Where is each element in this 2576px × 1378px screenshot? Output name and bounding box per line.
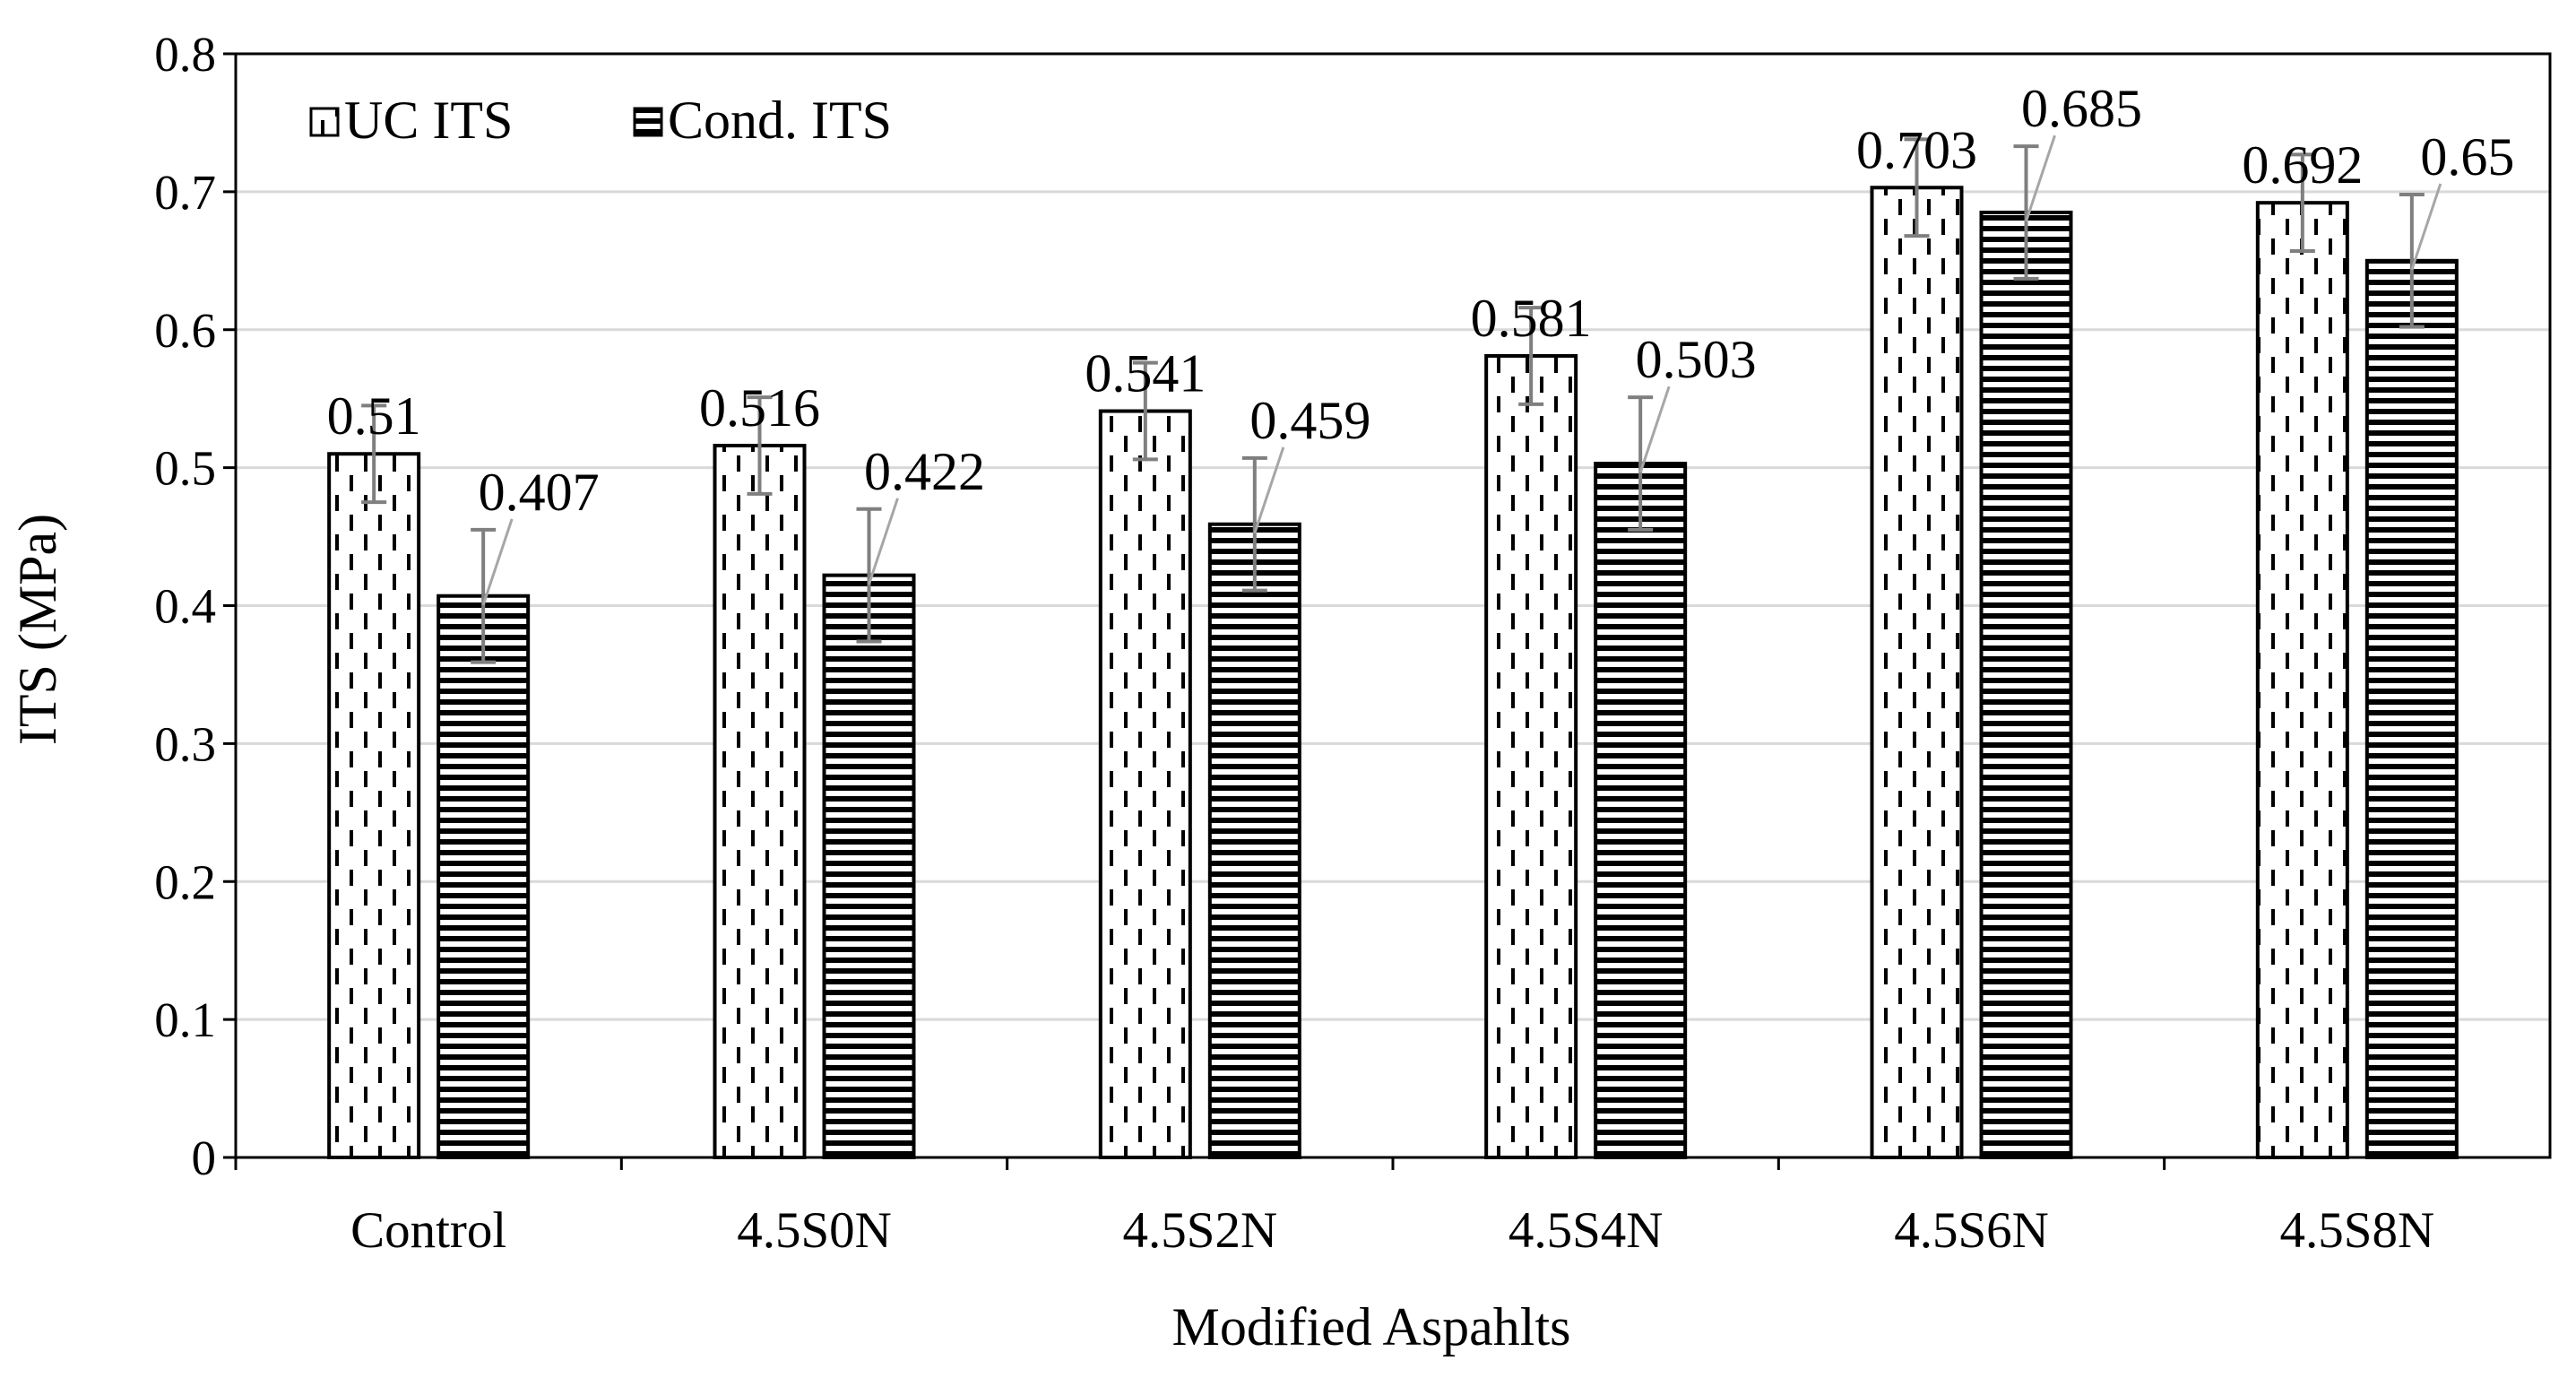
legend-item-uc-its: UC ITS <box>309 91 513 150</box>
data-label-cond-its: 0.407 <box>479 463 600 522</box>
legend-swatch-cond-its <box>633 107 663 137</box>
bar-uc-its <box>2255 201 2349 1159</box>
bar-uc-its <box>713 444 807 1159</box>
y-tick-label: 0.1 <box>154 992 216 1047</box>
x-category-label: 4.5S2N <box>1123 1202 1278 1259</box>
data-label-cond-its: 0.459 <box>1249 391 1370 450</box>
data-label-uc-its: 0.541 <box>1085 344 1206 403</box>
data-label-uc-its: 0.51 <box>327 386 421 446</box>
legend-label-cond-its: Cond. ITS <box>668 91 892 150</box>
bar-uc-its <box>327 452 421 1159</box>
y-axis-title: ITS (MPa) <box>8 514 67 745</box>
data-label-cond-its: 0.685 <box>2021 79 2142 138</box>
x-category-label: 4.5S4N <box>1508 1202 1664 1259</box>
x-category-label: Control <box>350 1202 506 1259</box>
bar-cond-its <box>437 594 531 1159</box>
y-tick-label: 0.7 <box>154 165 216 220</box>
gridlines <box>236 190 2550 1021</box>
x-axis-title: Modified Aspahlts <box>1172 1297 1571 1356</box>
leader-line <box>2410 183 2442 271</box>
leader-line <box>481 518 514 606</box>
y-axis-ticks: 0 0.1 0.2 0.3 0.4 0.5 0.6 0.7 0.8 <box>154 27 236 1185</box>
legend: UC ITS Cond. ITS <box>309 91 892 150</box>
y-tick-label: 0 <box>192 1131 217 1185</box>
y-tick-label: 0.4 <box>154 579 216 634</box>
x-category-label: 4.5S8N <box>2280 1202 2435 1259</box>
data-label-cond-its: 0.503 <box>1636 330 1757 389</box>
data-label-cond-its: 0.422 <box>864 442 985 501</box>
bar-cond-its <box>1207 522 1301 1159</box>
y-tick-label: 0.2 <box>154 854 216 909</box>
data-label-uc-its: 0.516 <box>699 378 820 438</box>
data-label-uc-its: 0.703 <box>1856 120 1977 179</box>
bar-cond-its <box>1979 210 2073 1159</box>
data-label-cond-its: 0.65 <box>2420 127 2514 186</box>
data-labels: 0.51 0.407 0.516 0.422 0.541 0.459 0.581 0.503 0… <box>327 79 2514 606</box>
data-label-uc-its: 0.692 <box>2242 135 2363 195</box>
y-tick-label: 0.6 <box>154 303 216 358</box>
bar-uc-its <box>1484 353 1578 1159</box>
x-axis-categories: Control 4.5S0N 4.5S2N 4.5S4N 4.5S6N 4.5S8N <box>234 1157 2435 1259</box>
bar-cond-its <box>822 573 916 1159</box>
plot-frame <box>234 52 2552 1159</box>
data-label-uc-its: 0.581 <box>1471 289 1592 348</box>
bar-cond-its <box>1594 462 1688 1159</box>
error-bars <box>361 137 2425 664</box>
leader-line <box>868 498 899 585</box>
bar-uc-its <box>1870 186 1964 1159</box>
y-tick-label: 0.8 <box>154 27 216 82</box>
bars <box>327 186 2459 1159</box>
leader-line <box>1638 386 1671 473</box>
bar-uc-its <box>1098 409 1192 1159</box>
x-category-label: 4.5S6N <box>1894 1202 2049 1259</box>
x-category-label: 4.5S0N <box>737 1202 892 1259</box>
y-tick-label: 0.3 <box>154 716 216 771</box>
legend-item-cond-its: Cond. ITS <box>633 91 892 150</box>
bar-cond-its <box>2364 258 2459 1159</box>
legend-label-uc-its: UC ITS <box>344 91 513 150</box>
leader-line <box>1253 446 1285 534</box>
legend-swatch-uc-its <box>309 107 340 137</box>
y-tick-label: 0.5 <box>154 441 216 496</box>
leader-line <box>2025 134 2056 222</box>
